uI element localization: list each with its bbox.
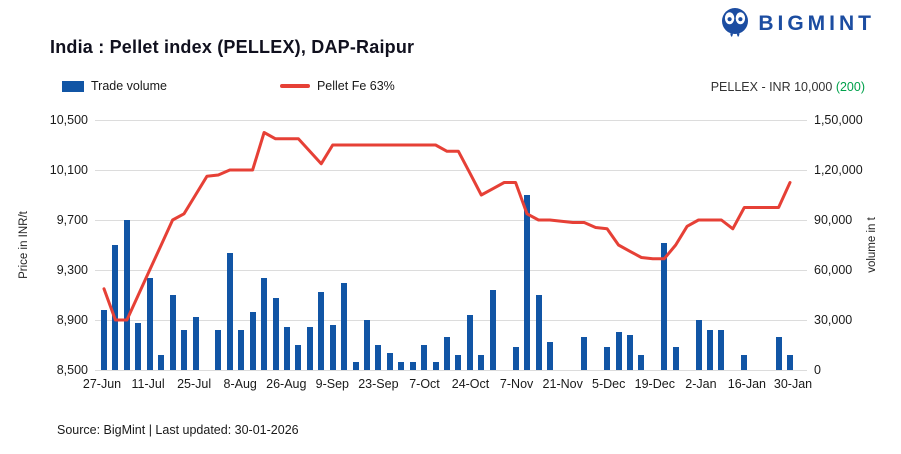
legend-line-label: Pellet Fe 63% <box>316 79 395 93</box>
volume-tick-label: 0 <box>814 363 821 377</box>
trade-volume-bar <box>398 361 405 370</box>
trade-volume-bar <box>318 291 325 370</box>
volume-tick-label: 90,000 <box>814 213 853 227</box>
trade-volume-bar <box>695 320 702 370</box>
trade-volume-bar <box>604 346 611 370</box>
trade-volume-bar <box>146 278 153 370</box>
x-tick-label: 16-Jan <box>727 377 767 391</box>
trade-volume-bar <box>192 316 199 370</box>
trade-volume-bar <box>123 220 130 370</box>
x-tick-label: 2-Jan <box>685 377 717 391</box>
price-tick-label: 8,500 <box>56 363 88 377</box>
x-tick-label: 9-Sep <box>315 377 349 391</box>
trade-volume-bar <box>135 323 142 370</box>
latest-price-annotation: PELLEX - INR 10,000 (200) <box>711 80 865 94</box>
trade-volume-bar <box>466 315 473 370</box>
trade-volume-bar <box>615 331 622 370</box>
trade-volume-bar <box>524 195 530 370</box>
x-tick-label: 7-Oct <box>409 377 440 391</box>
trade-volume-bar <box>775 336 782 370</box>
trade-volume-bar <box>581 336 588 370</box>
legend-bar-swatch <box>62 80 84 92</box>
trade-volume-bar <box>741 355 748 370</box>
volume-tick-label: 1,50,000 <box>814 113 863 127</box>
trade-volume-bar <box>364 320 370 370</box>
latest-price-change: (200) <box>835 80 865 94</box>
trade-volume-bar <box>272 298 279 370</box>
trade-volume-bar <box>386 353 393 370</box>
x-tick-label: 21-Nov <box>542 377 583 391</box>
x-tick-label: 26-Aug <box>266 377 307 391</box>
trade-volume-bar <box>535 295 542 370</box>
trade-volume-bar <box>432 361 439 370</box>
x-tick-label: 8-Aug <box>223 377 257 391</box>
trade-volume-bar <box>352 361 359 370</box>
x-tick-label: 25-Jul <box>177 377 212 391</box>
gridline <box>95 370 807 371</box>
trade-volume-bar <box>181 330 187 370</box>
trade-volume-bar <box>489 290 496 370</box>
trade-volume-bar <box>226 253 233 370</box>
volume-tick-label: 60,000 <box>814 263 853 277</box>
price-tick-label: 9,700 <box>56 213 88 227</box>
x-tick-label: 24-Oct <box>451 377 490 391</box>
gridline <box>95 220 807 221</box>
x-tick-label: 23-Sep <box>358 377 399 391</box>
trade-volume-bar <box>238 330 245 370</box>
chart-legend: Trade volume Pellet Fe 63% <box>62 79 395 93</box>
x-tick-label: 27-Jun <box>82 377 122 391</box>
trade-volume-bar <box>718 330 725 370</box>
trade-volume-bar <box>421 345 428 370</box>
price-tick-label: 8,900 <box>56 313 88 327</box>
trade-volume-bar <box>409 361 416 370</box>
gridline <box>95 270 807 271</box>
trade-volume-bar <box>249 311 256 370</box>
bigmint-icon <box>722 8 749 37</box>
trade-volume-bar <box>283 326 290 370</box>
x-tick-label: 19-Dec <box>634 377 675 391</box>
legend-line-swatch <box>279 84 310 88</box>
trade-volume-bar <box>261 278 268 370</box>
trade-volume-bar <box>112 245 119 370</box>
x-tick-label: 7-Nov <box>499 377 534 391</box>
trade-volume-bar <box>707 330 713 370</box>
trade-volume-bar <box>478 355 485 370</box>
brand-logo: BIGMINT <box>720 7 875 40</box>
x-tick-label: 5-Dec <box>592 377 626 391</box>
source-note: Source: BigMint | Last updated: 30-01-20… <box>57 423 299 437</box>
volume-tick-label: 30,000 <box>814 313 853 327</box>
y-axis-label-volume: volume in t <box>866 217 878 273</box>
gridline <box>95 120 807 121</box>
trade-volume-bar <box>787 355 793 370</box>
legend-bar-label: Trade volume <box>91 79 167 93</box>
trade-volume-bar <box>306 326 313 370</box>
volume-tick-label: 1,20,000 <box>814 163 863 177</box>
trade-volume-bar <box>444 336 450 370</box>
trade-volume-bar <box>512 346 519 370</box>
page-title: India : Pellet index (PELLEX), DAP-Raipu… <box>50 37 415 57</box>
trade-volume-bar <box>375 345 382 370</box>
price-tick-label: 10,500 <box>49 113 88 127</box>
trade-volume-bar <box>341 283 348 370</box>
trade-volume-bar <box>546 341 553 370</box>
brand-name: BIGMINT <box>758 11 875 35</box>
gridline <box>95 170 807 171</box>
trade-volume-bar <box>455 355 462 370</box>
trade-volume-bar <box>638 355 645 370</box>
trade-volume-bar <box>101 310 107 370</box>
x-tick-label: 11-Jul <box>131 377 165 391</box>
price-tick-label: 9,300 <box>56 263 88 277</box>
trade-volume-bar <box>295 345 302 370</box>
latest-price-label: PELLEX - INR 10,000 <box>710 80 833 94</box>
trade-volume-bar <box>158 355 165 370</box>
trade-volume-bar <box>661 243 668 370</box>
trade-volume-bar <box>215 330 222 370</box>
trade-volume-bar <box>626 335 633 370</box>
x-tick-label: 30-Jan <box>773 377 813 391</box>
price-tick-label: 10,100 <box>49 163 88 177</box>
trade-volume-bar <box>672 346 679 370</box>
trade-volume-bar <box>169 295 176 370</box>
trade-volume-bar <box>329 325 336 370</box>
